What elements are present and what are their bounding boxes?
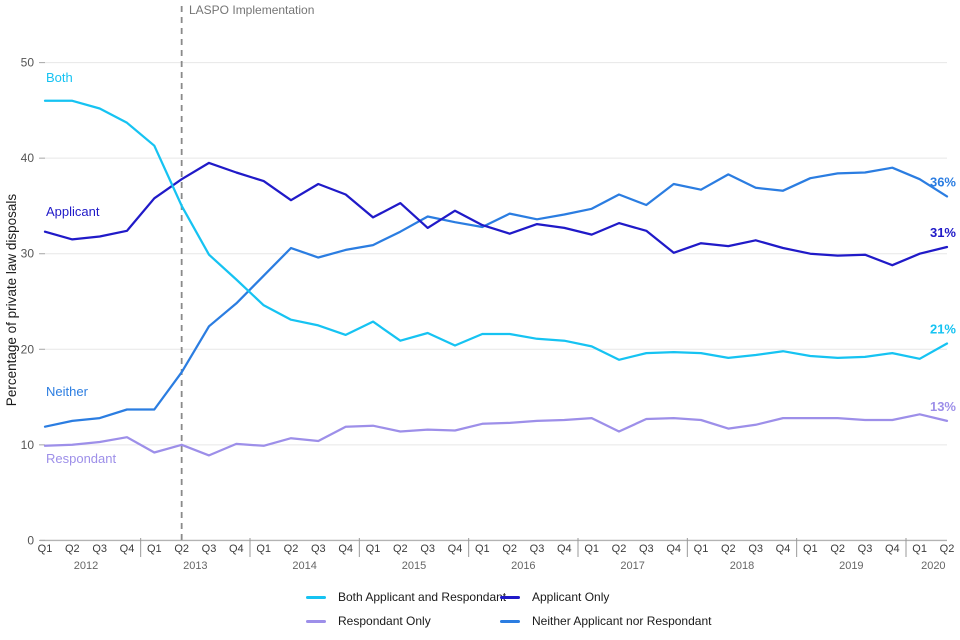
legend-item-respondant: Respondant Only — [306, 614, 500, 628]
quarter-tick-label: Q3 — [530, 543, 545, 555]
quarter-tick-label: Q2 — [830, 543, 845, 555]
quarter-tick-label: Q4 — [448, 543, 463, 555]
series-line-both — [43, 99, 949, 361]
quarter-tick-label: Q2 — [284, 543, 299, 555]
quarter-tick-label: Q3 — [420, 543, 435, 555]
quarter-tick-label: Q4 — [666, 543, 681, 555]
quarter-tick-label: Q2 — [612, 543, 627, 555]
quarter-tick-label: Q2 — [940, 543, 955, 555]
legend-label-neither: Neither Applicant nor Respondant — [532, 614, 712, 628]
legend-swatch-both — [306, 595, 326, 599]
quarter-tick-label: Q1 — [475, 543, 490, 555]
series-label-neither: Neither — [46, 384, 89, 399]
y-tick-label: 10 — [21, 438, 35, 452]
quarter-tick-label: Q2 — [174, 543, 189, 555]
series-end-value-both: 21% — [930, 322, 956, 337]
series-label-respondant: Respondant — [46, 451, 116, 466]
quarter-tick-label: Q3 — [92, 543, 107, 555]
series-label-applicant: Applicant — [46, 204, 100, 219]
quarter-tick-label: Q3 — [202, 543, 217, 555]
quarter-tick-label: Q3 — [748, 543, 763, 555]
quarter-tick-label: Q1 — [584, 543, 599, 555]
quarter-tick-label: Q1 — [38, 543, 53, 555]
legend-swatch-applicant — [500, 595, 520, 599]
legend-item-applicant: Applicant Only — [500, 590, 711, 604]
year-label: 2016 — [511, 560, 535, 572]
quarter-tick-label: Q3 — [639, 543, 654, 555]
quarter-tick-label: Q2 — [721, 543, 736, 555]
quarter-tick-label: Q1 — [694, 543, 709, 555]
year-label: 2017 — [620, 560, 644, 572]
legend-swatch-neither — [500, 619, 520, 623]
quarter-tick-label: Q4 — [885, 543, 900, 555]
legend-item-both: Both Applicant and Respondant — [306, 590, 506, 604]
quarter-tick-label: Q1 — [366, 543, 381, 555]
year-label: 2013 — [183, 560, 207, 572]
year-label: 2020 — [921, 560, 945, 572]
year-label: 2012 — [74, 560, 98, 572]
year-label: 2014 — [292, 560, 316, 572]
quarter-tick-label: Q2 — [502, 543, 517, 555]
year-label: 2019 — [839, 560, 863, 572]
series-label-both: Both — [46, 70, 73, 85]
quarter-tick-label: Q2 — [393, 543, 408, 555]
quarter-tick-label: Q4 — [338, 543, 353, 555]
year-label: 2018 — [730, 560, 754, 572]
quarter-tick-label: Q3 — [858, 543, 873, 555]
legend-item-neither: Neither Applicant nor Respondant — [500, 614, 711, 628]
legend-label-respondant: Respondant Only — [338, 614, 431, 628]
quarter-tick-label: Q3 — [311, 543, 326, 555]
series-end-value-applicant: 31% — [930, 225, 956, 240]
y-tick-label: 30 — [21, 247, 35, 261]
series-line-respondant — [43, 413, 949, 457]
legend-swatch-respondant — [306, 619, 326, 623]
series-line-applicant — [43, 161, 949, 267]
quarter-tick-label: Q1 — [803, 543, 818, 555]
series-end-value-respondant: 13% — [930, 399, 956, 414]
legend-label-both: Both Applicant and Respondant — [338, 590, 507, 604]
quarter-tick-label: Q4 — [229, 543, 244, 555]
quarter-tick-label: Q1 — [256, 543, 271, 555]
quarter-tick-label: Q4 — [120, 543, 135, 555]
y-tick-label: 50 — [21, 56, 35, 70]
quarter-tick-label: Q1 — [147, 543, 162, 555]
year-label: 2015 — [402, 560, 426, 572]
private-law-disposals-chart: Percentage of private law disposals LASP… — [4, 3, 956, 572]
legend-label-applicant: Applicant Only — [532, 590, 610, 604]
chart-legend: Both Applicant and Respondant Applicant O… — [306, 590, 711, 628]
y-axis-title: Percentage of private law disposals — [4, 194, 19, 407]
y-tick-label: 40 — [21, 151, 35, 165]
quarter-tick-label: Q4 — [776, 543, 791, 555]
quarter-tick-label: Q1 — [912, 543, 927, 555]
quarter-tick-label: Q2 — [65, 543, 80, 555]
quarter-tick-label: Q4 — [557, 543, 572, 555]
series-line-neither — [43, 166, 949, 428]
series-end-value-neither: 36% — [930, 174, 956, 189]
laspo-annotation-label: LASPO Implementation — [189, 3, 314, 17]
y-tick-label: 0 — [27, 533, 34, 547]
y-tick-label: 20 — [21, 342, 35, 356]
